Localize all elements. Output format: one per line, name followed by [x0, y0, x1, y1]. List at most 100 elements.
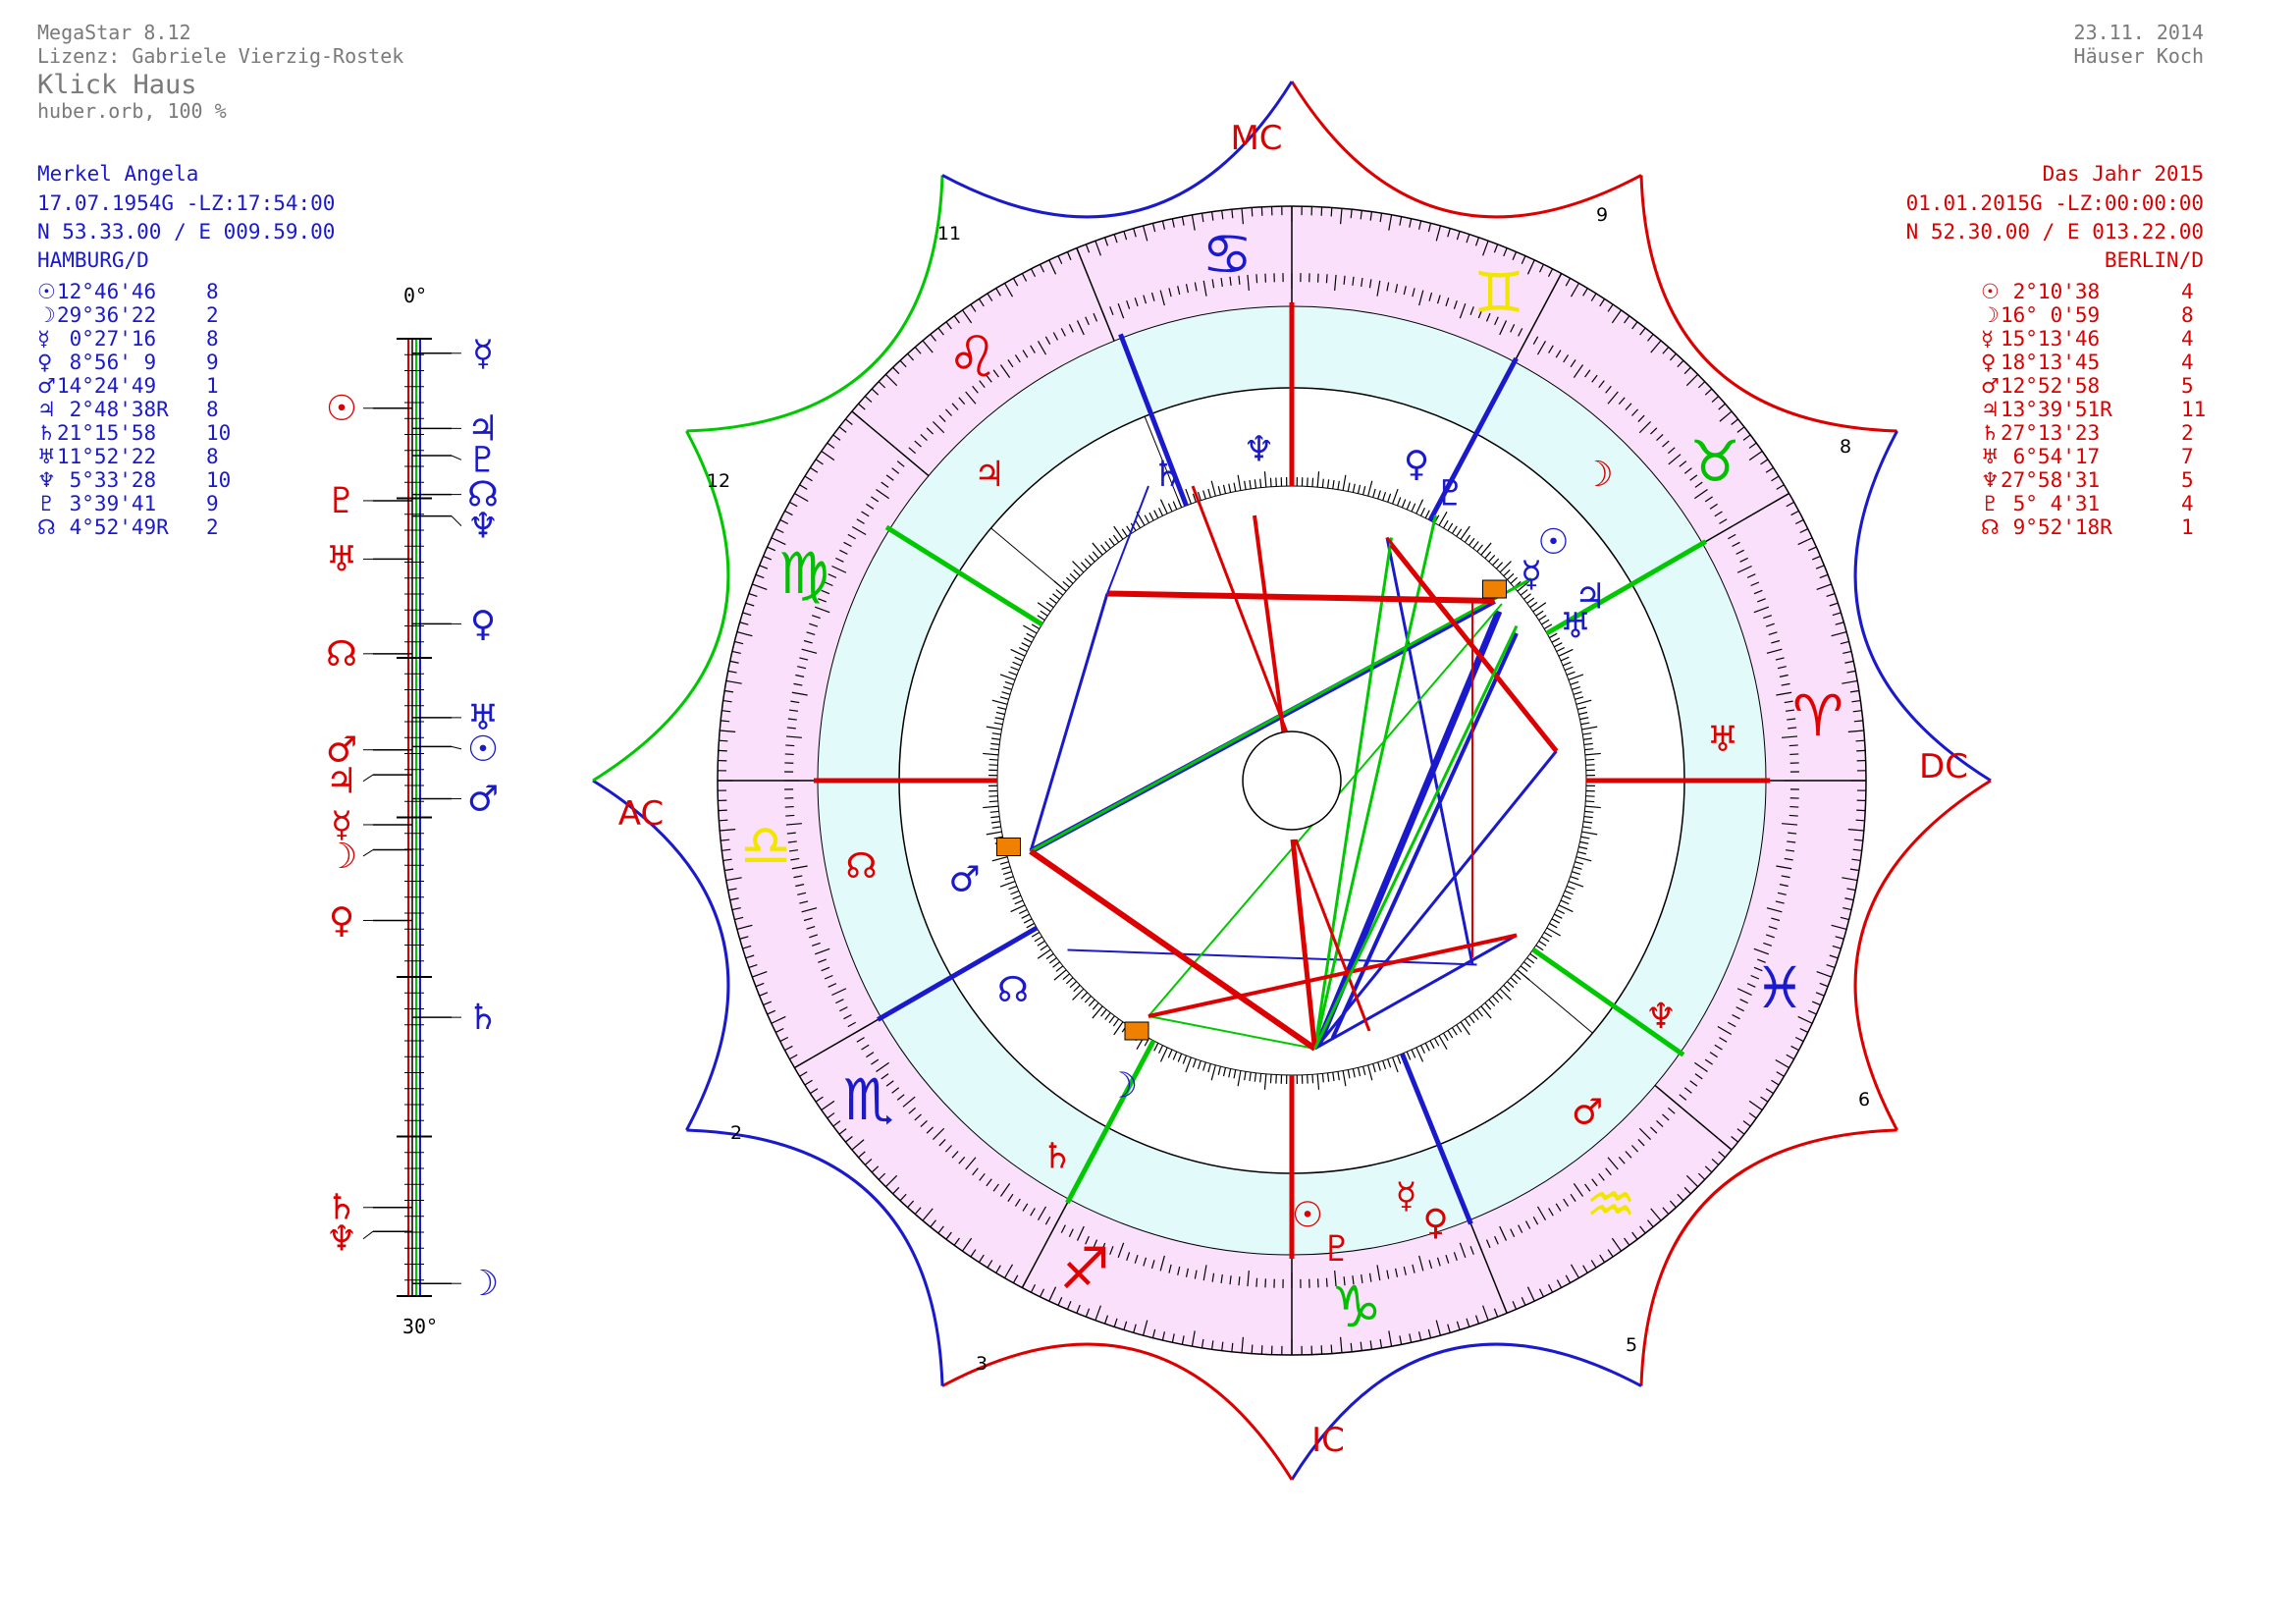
- ring-tick: [1464, 1018, 1471, 1027]
- ring-tick: [1057, 1296, 1063, 1306]
- ring-tick: [774, 528, 784, 534]
- ring-tick: [999, 364, 1011, 378]
- ring-tick: [1829, 602, 1839, 607]
- ring-tick: [1549, 632, 1558, 639]
- ring-tick: [1100, 544, 1107, 553]
- ring-tick: [1523, 593, 1531, 600]
- planet-house: 2: [206, 303, 219, 327]
- ring-tick: [1368, 279, 1372, 289]
- ring-tick: [1466, 1318, 1470, 1327]
- ring-tick: [759, 992, 769, 997]
- ring-tick: [1556, 908, 1565, 914]
- wheel-transit-glyph: ♇: [1321, 1229, 1353, 1270]
- ring-tick: [908, 447, 917, 455]
- ring-tick: [1639, 1225, 1646, 1234]
- ring-tick: [795, 674, 805, 677]
- ring-tick: [1367, 1064, 1373, 1081]
- ring-tick: [1763, 615, 1773, 620]
- ring-tick: [861, 511, 870, 517]
- ring-tick: [958, 397, 966, 406]
- ring-tick: [1352, 483, 1356, 493]
- ring-tick: [1037, 615, 1045, 622]
- planet-glyph: ☿: [37, 327, 50, 351]
- ring-tick: [1572, 871, 1581, 876]
- ring-tick: [1456, 1024, 1463, 1033]
- house-spoke: [1531, 947, 1685, 1057]
- ring-tick: [1576, 706, 1586, 711]
- ring-tick: [965, 391, 977, 405]
- ring-tick: [1788, 832, 1797, 835]
- ring-tick: [1004, 680, 1014, 685]
- ring-tick: [1007, 1193, 1014, 1202]
- ring-tick: [1347, 482, 1351, 492]
- ring-tick: [818, 598, 827, 603]
- ring-tick: [1030, 345, 1036, 353]
- ring-tick: [1585, 800, 1595, 803]
- ring-tick: [1456, 528, 1463, 537]
- ring-tick: [1704, 1165, 1713, 1173]
- ring-tick: [1584, 369, 1591, 378]
- ring-tick: [727, 888, 737, 892]
- ring-tick: [1343, 275, 1346, 285]
- ring-tick: [794, 492, 809, 503]
- ring-tick: [1570, 1264, 1580, 1278]
- ring-tick: [1757, 598, 1766, 603]
- dial-glyph: ♀: [329, 900, 354, 941]
- ring-tick: [1573, 1183, 1584, 1197]
- star-edge: [686, 175, 944, 433]
- ring-tick: [1704, 388, 1713, 396]
- ring-tick: [878, 1172, 886, 1180]
- ring-tick: [1562, 661, 1572, 667]
- ring-tick: [779, 1036, 789, 1043]
- planet-glyph: ☊: [1981, 515, 2000, 539]
- ring-tick: [1784, 700, 1793, 704]
- ring-tick: [896, 460, 905, 467]
- ring-tick: [1332, 1071, 1335, 1082]
- wheel-natal-glyph: ☊: [997, 970, 1029, 1010]
- ring-tick: [965, 1157, 977, 1170]
- ring-tick: [1590, 1260, 1597, 1269]
- ring-tick: [926, 427, 934, 435]
- planet-house: 5: [2181, 374, 2194, 398]
- ring-tick: [1517, 580, 1530, 592]
- ring-tick: [1538, 940, 1547, 947]
- ring-tick: [1201, 1338, 1204, 1348]
- ring-tick: [1237, 474, 1242, 491]
- ring-tick: [1582, 288, 1588, 297]
- ring-tick: [884, 1174, 898, 1188]
- ring-tick: [1185, 488, 1192, 505]
- ring-tick: [786, 727, 796, 730]
- star-edge: [1290, 81, 1642, 219]
- ring-tick: [1332, 479, 1335, 490]
- ring-tick: [907, 1200, 915, 1209]
- ring-tick: [1076, 320, 1085, 336]
- ring-tick: [1662, 440, 1670, 448]
- wheel-natal-glyph: ♇: [1434, 474, 1466, 514]
- ring-tick: [1728, 1021, 1736, 1028]
- ring-tick: [1689, 474, 1698, 481]
- ring-tick: [1526, 1286, 1535, 1302]
- ring-tick: [1556, 647, 1565, 653]
- ring-tick: [983, 752, 999, 756]
- ring-tick: [885, 474, 894, 481]
- dial-glyph: ♆: [467, 507, 499, 547]
- ring-tick: [719, 819, 728, 822]
- ring-tick: [1386, 282, 1390, 292]
- ring-tick: [1073, 568, 1081, 577]
- sign-glyph: ♊: [1473, 259, 1524, 326]
- ring-tick: [1158, 508, 1164, 516]
- ring-tick: [789, 501, 798, 508]
- ring-tick: [1447, 522, 1454, 531]
- ring-tick: [1460, 1021, 1470, 1036]
- ring-tick: [1784, 857, 1793, 861]
- dial-glyph: ☽: [467, 1264, 499, 1304]
- planet-position: 5° 4'31: [2001, 492, 2100, 515]
- wheel-transit-glyph: ☉: [1292, 1196, 1323, 1236]
- ring-tick: [1037, 940, 1045, 947]
- ring-tick: [1582, 732, 1592, 735]
- ring-tick: [1040, 610, 1048, 617]
- ring-tick: [739, 622, 749, 625]
- ring-tick: [745, 954, 755, 959]
- planet-house: 8: [206, 280, 219, 303]
- ring-tick: [1787, 840, 1796, 843]
